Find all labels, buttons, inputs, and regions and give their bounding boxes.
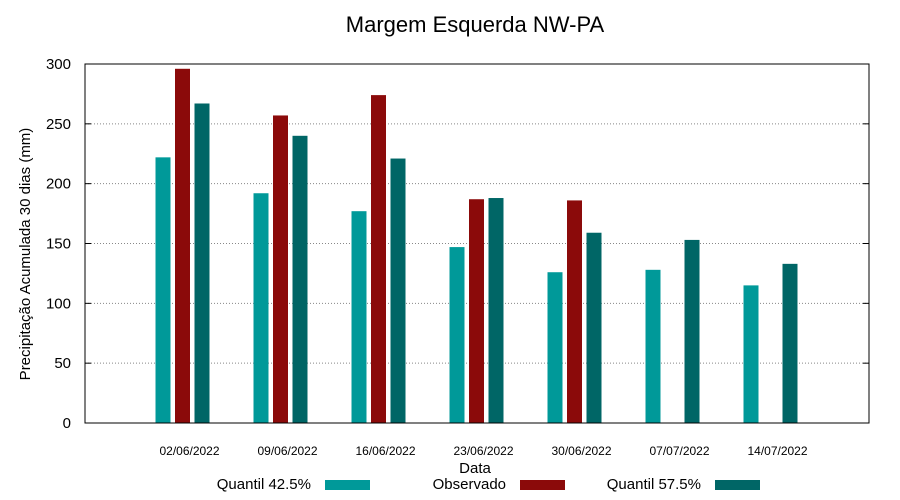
x-tick-label: 09/06/2022 (257, 444, 317, 458)
bar (567, 200, 582, 423)
bar (782, 263, 798, 423)
y-tick-label: 300 (46, 56, 71, 73)
bar (684, 239, 700, 423)
bar (743, 285, 759, 423)
y-axis-label: Precipitação Acumulada 30 dias (mm) (17, 128, 34, 381)
x-tick-label: 16/06/2022 (355, 444, 415, 458)
y-tick-label: 200 (46, 176, 71, 193)
y-tick-label: 250 (46, 116, 71, 133)
x-tick-label: 30/06/2022 (551, 444, 611, 458)
y-tick-label: 100 (46, 295, 71, 312)
bar (469, 199, 484, 423)
legend-swatch (520, 480, 565, 490)
legend-label: Quantil 42.5% (217, 476, 311, 493)
legend-swatch (325, 480, 370, 490)
x-tick-label: 14/07/2022 (747, 444, 807, 458)
x-axis-label: Data (459, 460, 491, 477)
legend-label: Observado (433, 476, 506, 493)
legend-label: Quantil 57.5% (607, 476, 701, 493)
y-tick-label: 50 (54, 355, 71, 372)
bar (194, 103, 210, 424)
x-axis-ticks: 02/06/2022 09/06/2022 16/06/2022 23/06/2022… (159, 444, 807, 458)
bar (449, 247, 465, 423)
chart-title: Margem Esquerda NW-PA (346, 12, 605, 37)
bar (175, 68, 190, 423)
bar (645, 269, 661, 423)
bar (488, 198, 504, 423)
bar (586, 232, 602, 423)
legend-swatch (715, 480, 760, 490)
bars (155, 68, 798, 424)
bar (390, 158, 406, 423)
bar (253, 193, 269, 423)
y-tick-label: 150 (46, 236, 71, 253)
legend: Quantil 42.5% Observado Quantil 57.5% (217, 476, 760, 493)
bar (273, 115, 288, 423)
x-tick-label: 07/07/2022 (649, 444, 709, 458)
bar (351, 211, 367, 423)
bar (371, 95, 386, 423)
bar (155, 157, 171, 423)
bar (547, 272, 563, 423)
x-tick-label: 02/06/2022 (159, 444, 219, 458)
y-tick-label: 0 (63, 415, 71, 432)
y-axis-ticks: 0 50 100 150 200 250 300 (46, 56, 869, 432)
bar (292, 135, 308, 424)
x-tick-label: 23/06/2022 (453, 444, 513, 458)
